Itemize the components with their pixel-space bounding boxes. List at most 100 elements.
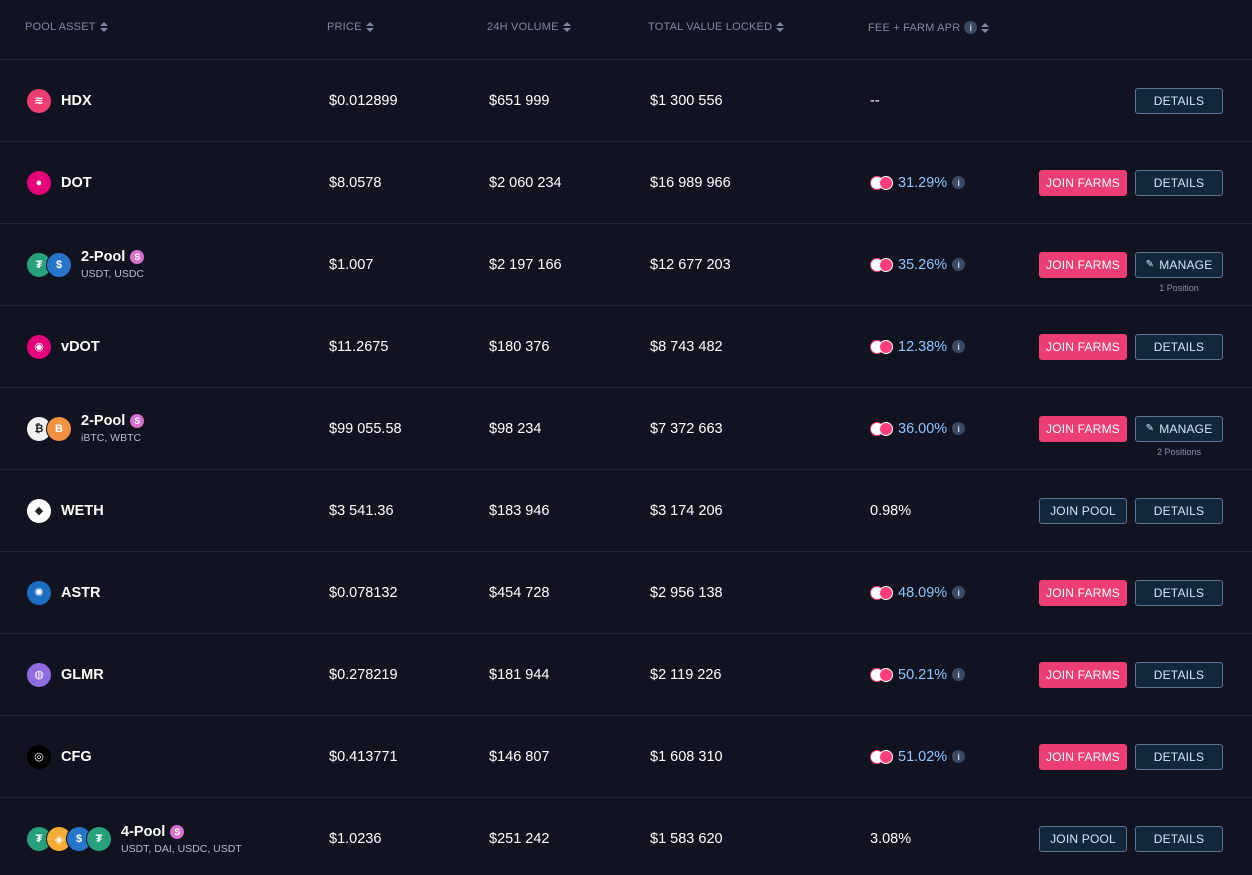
farm-rewards-icon	[870, 175, 893, 190]
vdot-icon: ◉	[26, 333, 52, 360]
col-pool-asset[interactable]: POOL ASSET	[25, 21, 108, 33]
details-button[interactable]: DETAILS	[1135, 87, 1223, 114]
manage-button[interactable]: ✎ MANAGE	[1135, 251, 1223, 278]
actions-cell: JOIN POOL DETAILS	[1039, 470, 1223, 551]
join-farms-button[interactable]: JOIN FARMS	[1039, 251, 1127, 278]
tvl-cell: $8 743 482	[650, 338, 723, 355]
col-tvl-label: TOTAL VALUE LOCKED	[648, 21, 773, 33]
farm-token-icon	[879, 749, 893, 764]
farm-rewards-icon	[870, 257, 893, 272]
table-row[interactable]: ● DOT $8.0578 $2 060 234 $16 989 966 31.29% i J…	[0, 142, 1252, 224]
volume-cell: $454 728	[489, 584, 550, 601]
info-icon[interactable]: i	[952, 258, 966, 271]
apr-cell: 48.09% i	[870, 552, 966, 633]
info-icon[interactable]: i	[952, 586, 966, 599]
actions-cell: JOIN FARMS DETAILS	[1039, 306, 1223, 387]
join-pool-button[interactable]: JOIN POOL	[1039, 497, 1127, 524]
hdx-icon: ≋	[26, 87, 52, 114]
pool-asset-cell: ◉ vDOT	[26, 306, 100, 387]
details-button[interactable]: DETAILS	[1135, 333, 1223, 360]
pool-asset-cell: ₮ ◈ $ ₮ 4-Pool S USDT, DAI, USDC, USDT	[26, 798, 242, 875]
price-cell: $0.278219	[329, 666, 398, 683]
info-icon[interactable]: i	[964, 21, 978, 34]
asset-icons: ✺	[26, 579, 52, 606]
farm-rewards-icon	[870, 421, 893, 436]
apr-cell: 31.29% i	[870, 142, 966, 223]
volume-cell: $2 197 166	[489, 256, 562, 273]
apr-value: 12.38%	[898, 338, 948, 355]
apr-wrap: 0.98%	[870, 503, 911, 519]
table-row[interactable]: ₮ $ 2-Pool S USDT, USDC $1.007 $2 197 166 $12 6…	[0, 224, 1252, 306]
join-farms-button[interactable]: JOIN FARMS	[1039, 661, 1127, 688]
table-row[interactable]: ◉ vDOT $11.2675 $180 376 $8 743 482 12.38% i JO…	[0, 306, 1252, 388]
tvl-cell: $2 956 138	[650, 584, 723, 601]
info-icon[interactable]: i	[952, 750, 966, 763]
join-farms-button[interactable]: JOIN FARMS	[1039, 415, 1127, 442]
join-pool-button[interactable]: JOIN POOL	[1039, 826, 1127, 852]
table-row[interactable]: ◎ CFG $0.413771 $146 807 $1 608 310 51.02% i JO…	[0, 716, 1252, 798]
col-tvl[interactable]: TOTAL VALUE LOCKED	[648, 21, 785, 33]
asset-icons: ◉	[26, 333, 52, 360]
apr-value: 48.09%	[898, 584, 948, 601]
details-button[interactable]: DETAILS	[1135, 579, 1223, 606]
asset-name: 4-Pool S	[121, 824, 242, 840]
positions-count: 2 Positions	[1156, 446, 1202, 457]
tvl-cell: $1 583 620	[650, 831, 723, 847]
details-button[interactable]: DETAILS	[1135, 743, 1223, 770]
asset-text: HDX	[61, 93, 92, 109]
details-button[interactable]: DETAILS	[1135, 497, 1223, 524]
apr-wrap: 3.08%	[870, 831, 911, 847]
join-farms-button[interactable]: JOIN FARMS	[1039, 333, 1127, 360]
join-farms-button[interactable]: JOIN FARMS	[1039, 579, 1127, 606]
farm-token-icon	[879, 667, 893, 682]
farm-rewards-icon	[870, 749, 893, 764]
asset-name: ASTR	[61, 585, 100, 601]
pool-asset-cell: ✺ ASTR	[26, 552, 100, 633]
details-button[interactable]: DETAILS	[1135, 661, 1223, 688]
col-volume[interactable]: 24H VOLUME	[487, 21, 571, 33]
details-button[interactable]: DETAILS	[1135, 826, 1223, 852]
farm-rewards-icon	[870, 667, 893, 682]
asset-name: HDX	[61, 93, 92, 109]
col-apr[interactable]: FEE + FARM APR i	[868, 21, 990, 34]
table-row[interactable]: ◆ WETH $3 541.36 $183 946 $3 174 206 0.98% JOI…	[0, 470, 1252, 552]
join-farms-button[interactable]: JOIN FARMS	[1039, 169, 1127, 196]
details-button[interactable]: DETAILS	[1135, 169, 1223, 196]
asset-text: vDOT	[61, 339, 100, 355]
actions-cell: JOIN FARMS DETAILS	[1039, 552, 1223, 633]
asset-icons: ◍	[26, 661, 52, 688]
actions-cell: JOIN FARMS ✎ MANAGE 1 Position	[1039, 224, 1223, 305]
apr-value: 0.98%	[870, 502, 912, 519]
info-icon[interactable]: i	[952, 422, 966, 435]
info-icon[interactable]: i	[952, 176, 966, 189]
apr-value: 50.21%	[898, 666, 948, 683]
info-icon[interactable]: i	[952, 340, 966, 353]
apr-cell: 12.38% i	[870, 306, 966, 387]
pool-asset-cell: ₮ $ 2-Pool S USDT, USDC	[26, 224, 145, 305]
tvl-cell: $16 989 966	[650, 174, 731, 191]
pool-asset-cell: ◍ GLMR	[26, 634, 104, 715]
table-row[interactable]: ₮ ◈ $ ₮ 4-Pool S USDT, DAI, USDC, USDT $1.0236 $…	[0, 798, 1252, 875]
price-cell: $11.2675	[329, 338, 389, 355]
apr-value: --	[870, 92, 880, 109]
table-row[interactable]: ≋ HDX $0.012899 $651 999 $1 300 556 -- DETAILS	[0, 60, 1252, 142]
table-row[interactable]: ✺ ASTR $0.078132 $454 728 $2 956 138 48.09% i J…	[0, 552, 1252, 634]
col-price[interactable]: PRICE	[327, 21, 374, 33]
asset-name-label: ASTR	[61, 584, 101, 601]
positions-count: 1 Position	[1159, 282, 1199, 293]
asset-subtitle: USDT, DAI, USDC, USDT	[121, 842, 242, 855]
asset-name: 2-Pool S	[81, 249, 145, 265]
asset-name: WETH	[61, 503, 104, 519]
farm-token-icon	[879, 257, 893, 272]
price-cell: $1.007	[329, 256, 374, 273]
asset-text: 4-Pool S USDT, DAI, USDC, USDT	[121, 824, 242, 855]
asset-icons: ◆	[26, 497, 52, 524]
table-row[interactable]: ◍ GLMR $0.278219 $181 944 $2 119 226 50.21% i J…	[0, 634, 1252, 716]
volume-cell: $181 944	[489, 666, 550, 683]
info-icon[interactable]: i	[952, 668, 966, 681]
apr-wrap: 50.21% i	[870, 666, 966, 683]
manage-button[interactable]: ✎ MANAGE	[1135, 415, 1223, 442]
join-farms-button[interactable]: JOIN FARMS	[1039, 743, 1127, 770]
